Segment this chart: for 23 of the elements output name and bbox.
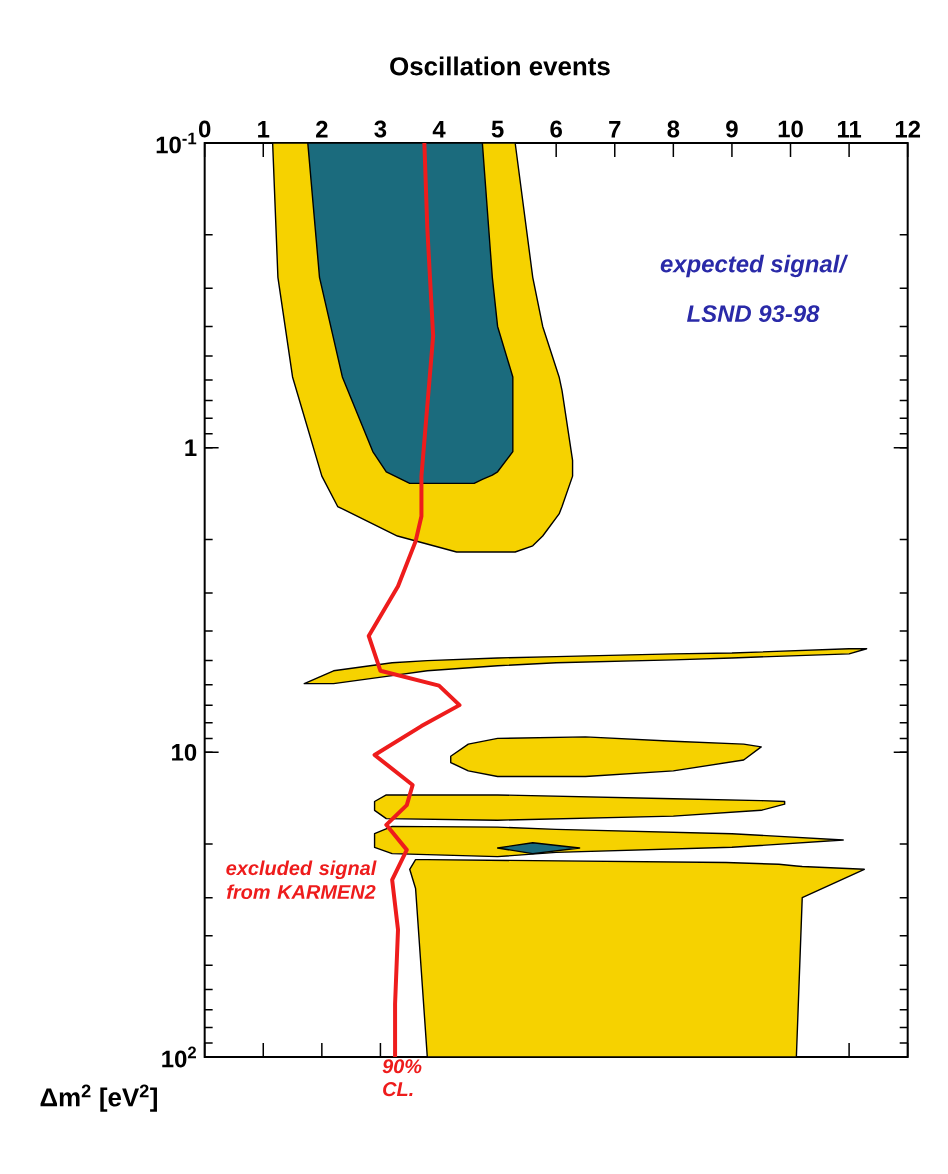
annotation: expected signal/: [660, 254, 849, 278]
x-tick-label: 9: [726, 120, 738, 138]
y-tick-label: 10$^{2}$: [162, 1046, 197, 1068]
y-tick-label: 1: [185, 439, 197, 456]
x-tick-label: 5: [491, 120, 504, 138]
x-axis-title: Oscillation events: [390, 56, 610, 76]
x-tick-label: 1: [258, 121, 270, 138]
x-tick-label: 6: [550, 120, 563, 138]
x-tick-label: 11: [838, 121, 862, 138]
annotation: 90% CL.: [382, 1059, 422, 1097]
x-tick-label: 3: [374, 120, 387, 138]
x-tick-label: 8: [667, 120, 680, 138]
x-tick-label: 7: [609, 121, 621, 138]
x-tick-label: 2: [316, 120, 328, 138]
x-tick-label: 12: [896, 120, 921, 138]
x-tick-label: 0: [199, 120, 211, 138]
annotation: LSND 93-98: [687, 305, 820, 323]
y-tick-label: 10$^{-1}$: [156, 132, 197, 154]
x-tick-label: 10: [778, 120, 803, 138]
series-label: excluded signal from KARMEN2: [226, 860, 377, 900]
y-tick-label: 10: [172, 743, 197, 761]
y-axis-title: Δm$^{2}$ [eV$^{2}$]: [40, 1084, 158, 1112]
x-tick-label: 4: [432, 121, 446, 138]
